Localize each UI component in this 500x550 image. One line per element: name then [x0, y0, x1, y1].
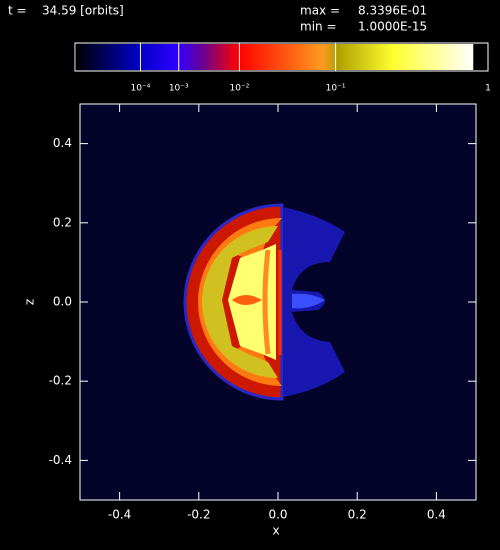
colorbar-tick-label: 1: [485, 84, 491, 94]
min-value: 1.0000E-15: [358, 20, 427, 34]
x-axis-label: x: [272, 524, 279, 538]
y-tick-label: 0.2: [53, 215, 72, 229]
time-label: t =: [8, 4, 27, 18]
max-value: 8.3396E-01: [358, 4, 427, 18]
max-label: max =: [300, 4, 340, 18]
y-tick-label: 0.0: [53, 295, 72, 309]
time-value: 34.59 [orbits]: [42, 4, 124, 18]
colorbar-tick-label: 10⁻¹: [326, 84, 346, 94]
y-tick-label: -0.4: [49, 453, 72, 467]
colorbar-tick-label: 10⁻⁴: [131, 84, 151, 94]
colorbar: [75, 44, 474, 70]
x-tick-label: 0.4: [427, 508, 446, 522]
min-label: min =: [300, 20, 337, 34]
x-tick-label: -0.2: [187, 508, 210, 522]
y-axis-label: z: [23, 299, 37, 305]
x-tick-label: -0.4: [108, 508, 131, 522]
y-tick-label: 0.4: [53, 136, 72, 150]
density-image: [183, 203, 345, 401]
colorbar-tick-label: 10⁻³: [169, 84, 189, 94]
colorbar-tick-label: 10⁻²: [230, 84, 250, 94]
y-tick-label: -0.2: [49, 374, 72, 388]
x-tick-label: 0.0: [268, 508, 287, 522]
x-tick-label: 0.2: [348, 508, 367, 522]
